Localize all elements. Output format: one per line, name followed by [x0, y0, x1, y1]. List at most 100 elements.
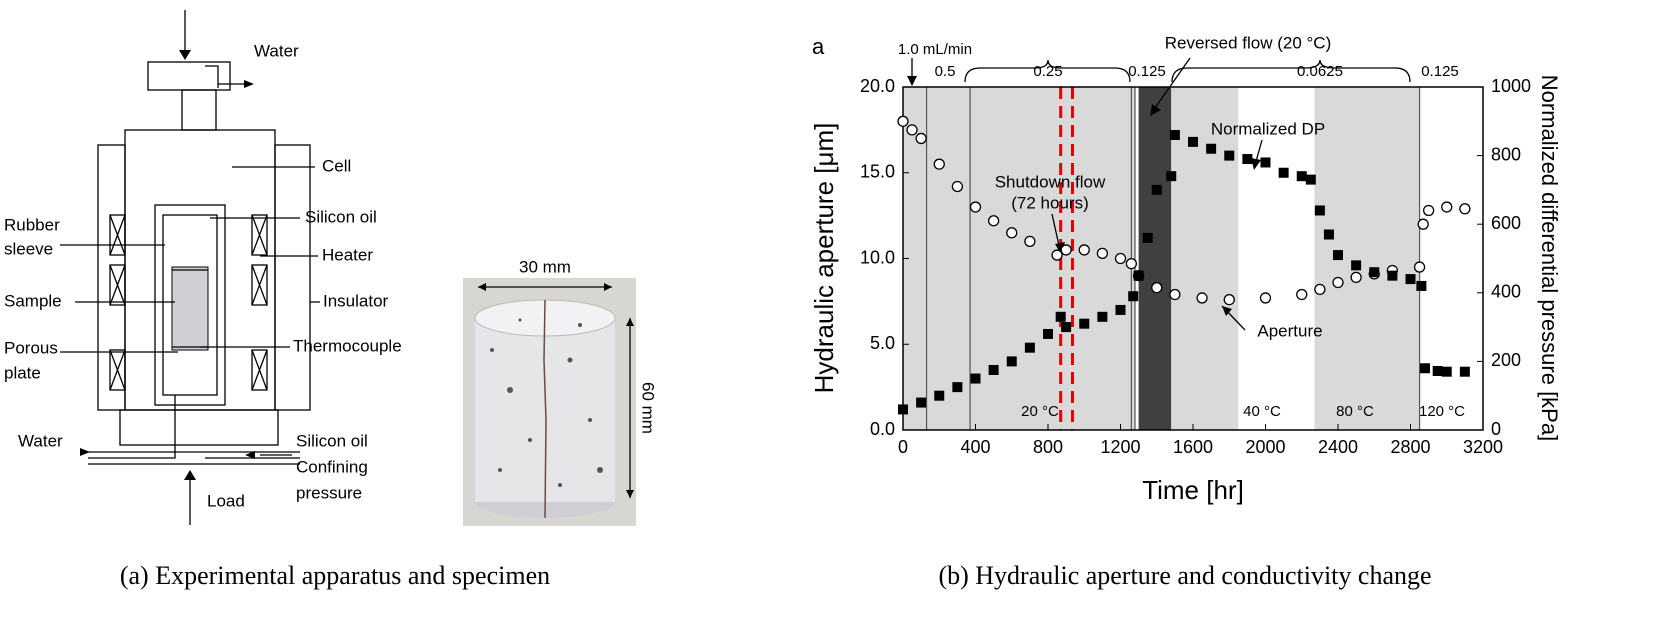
y2-axis-label: Normalized differential pressure [kPa]: [1537, 75, 1562, 441]
label: Sample: [4, 291, 62, 310]
y-tick-label: 10.0: [860, 247, 895, 267]
point: [1332, 276, 1344, 289]
piston-stem: [181, 89, 217, 131]
y-tick-label: 0.0: [870, 419, 895, 439]
point: [1459, 203, 1471, 215]
point: [1350, 271, 1362, 284]
point: [1151, 282, 1163, 294]
label: Rubber: [4, 215, 60, 234]
point: [1096, 247, 1109, 260]
dimension-label: 30 mm: [519, 257, 571, 276]
annotation: Normalized DP: [1211, 119, 1325, 138]
y-tick-label: 20.0: [860, 76, 895, 96]
annotation: 80 °C: [1336, 403, 1374, 420]
point: [1417, 218, 1429, 230]
annotation: 0.0625: [1297, 63, 1343, 80]
point: [1051, 249, 1063, 261]
point: [1305, 174, 1316, 185]
region: [903, 87, 1135, 430]
point: [1432, 366, 1443, 377]
x-tick-label: 2400: [1318, 437, 1358, 457]
point: [1114, 252, 1127, 265]
point: [1128, 291, 1139, 302]
point: [1459, 366, 1470, 377]
point: [1296, 288, 1308, 301]
point: [1224, 150, 1235, 161]
annotation: 20 °C: [1021, 403, 1059, 420]
label: Confining: [296, 457, 368, 476]
point: [1259, 292, 1272, 304]
label: Load: [207, 491, 245, 510]
point: [1242, 154, 1253, 165]
label: Porous: [4, 338, 58, 357]
point: [1115, 304, 1126, 315]
label: Water: [254, 41, 299, 60]
sample: [171, 266, 209, 351]
point: [1166, 171, 1177, 182]
point: [933, 158, 945, 170]
y2-tick-label: 0: [1491, 419, 1501, 439]
y-axis-label: Hydraulic aperture [μm]: [809, 123, 839, 394]
point: [1441, 201, 1453, 213]
x-tick-label: 2800: [1390, 437, 1430, 457]
heaters: [109, 214, 268, 391]
point: [1078, 244, 1090, 256]
x-tick-label: 400: [960, 437, 990, 457]
point: [1006, 227, 1018, 239]
label: Silicon oil: [305, 207, 377, 226]
y2-tick-label: 600: [1491, 213, 1521, 233]
x-tick-label: 2000: [1245, 437, 1285, 457]
point: [1024, 342, 1035, 353]
point: [934, 390, 945, 401]
arrowhead: [184, 470, 196, 480]
y-tick-label: 5.0: [870, 333, 895, 353]
caption: (b) Hydraulic aperture and conductivity …: [938, 561, 1431, 590]
point: [1260, 157, 1271, 168]
x-tick-label: 1600: [1173, 437, 1213, 457]
annotation: 0.125: [1128, 63, 1166, 80]
annotation: 0.5: [935, 63, 956, 80]
point: [1125, 257, 1138, 270]
speckles: [490, 318, 603, 487]
point: [1097, 311, 1108, 322]
annotation: (72 hours): [1011, 193, 1088, 212]
point: [1169, 288, 1181, 301]
point: [1151, 184, 1162, 195]
point: [1196, 292, 1208, 304]
pipes: [88, 395, 300, 465]
label: Water: [18, 431, 63, 450]
specimen-photo: 30 mm 60 mm: [463, 257, 658, 526]
y-tick-label: 15.0: [860, 162, 895, 182]
point: [1441, 366, 1452, 377]
point: [1333, 250, 1343, 261]
y2-tick-label: 400: [1491, 282, 1521, 302]
annotation: 1.0 mL/min: [898, 41, 972, 58]
annotation: 40 °C: [1243, 403, 1281, 420]
label: Cell: [322, 156, 351, 175]
x-axis-label: Time [hr]: [1142, 475, 1244, 505]
point: [1314, 283, 1326, 296]
point: [897, 115, 909, 127]
region: [1138, 87, 1172, 430]
y2-tick-label: 1000: [1491, 76, 1531, 96]
regions: [903, 87, 1421, 430]
annotation: Shutdown flow: [995, 172, 1106, 191]
point: [916, 397, 927, 408]
label: Insulator: [323, 291, 389, 310]
point: [898, 404, 908, 415]
insulator: [274, 144, 311, 411]
point: [1351, 260, 1362, 271]
annotation: Aperture: [1257, 321, 1322, 340]
point: [987, 215, 1000, 227]
point: [1142, 232, 1153, 243]
annotation: 120 °C: [1419, 403, 1465, 420]
point: [1387, 270, 1398, 281]
caption: (a) Experimental apparatus and specimen: [120, 561, 550, 590]
point: [915, 132, 927, 145]
point: [1043, 328, 1053, 339]
region: [1171, 87, 1239, 430]
point: [1006, 356, 1017, 367]
y2-tick-label: 800: [1491, 144, 1521, 164]
dimension-label: 60 mm: [639, 382, 658, 434]
point: [1055, 311, 1066, 322]
